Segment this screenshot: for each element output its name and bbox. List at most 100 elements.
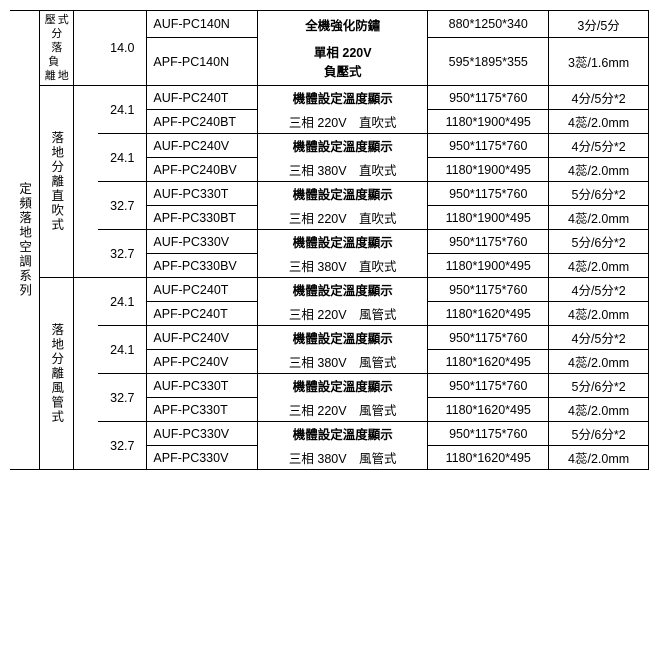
- desc-12: 機體設定溫度顯示: [258, 326, 428, 350]
- desc-17: 三相 380V 風管式: [258, 446, 428, 470]
- desc-16t: 機體設定溫度顯示: [293, 428, 393, 442]
- sub-blank-2: [74, 86, 99, 278]
- model-8: AUF-PC330V: [147, 230, 258, 254]
- model-17: APF-PC330V: [147, 446, 258, 470]
- series-label: 定頻落地空調系列: [10, 11, 40, 470]
- dims-10: 950*1175*760: [428, 278, 549, 302]
- dims-3: 1180*1900*495: [428, 110, 549, 134]
- pipe-16: 5分/6分*2: [549, 422, 649, 446]
- model-10: AUF-PC240T: [147, 278, 258, 302]
- pipe-11: 4蕊/2.0mm: [549, 302, 649, 326]
- model-6: AUF-PC330T: [147, 182, 258, 206]
- model-0: AUF-PC140N: [147, 11, 258, 38]
- pipe-0: 3分/5分: [549, 11, 649, 38]
- cap-4: 24.1: [98, 134, 147, 182]
- model-13: APF-PC240V: [147, 350, 258, 374]
- model-11: APF-PC240T: [147, 302, 258, 326]
- desc-0a: 全機強化防鏽: [258, 11, 428, 38]
- cap-6: 32.7: [98, 182, 147, 230]
- desc-11: 三相 220V 風管式: [258, 302, 428, 326]
- model-1: APF-PC140N: [147, 38, 258, 86]
- model-4: AUF-PC240V: [147, 134, 258, 158]
- cap-10: 24.1: [98, 278, 147, 326]
- pipe-3: 4蕊/2.0mm: [549, 110, 649, 134]
- desc-13: 三相 380V 風管式: [258, 350, 428, 374]
- cap-12: 24.1: [98, 326, 147, 374]
- dims-15: 1180*1620*495: [428, 398, 549, 422]
- desc-5: 三相 380V 直吹式: [258, 158, 428, 182]
- model-2: AUF-PC240T: [147, 86, 258, 110]
- dims-14: 950*1175*760: [428, 374, 549, 398]
- pipe-17: 4蕊/2.0mm: [549, 446, 649, 470]
- desc-1: 單相 220V 負壓式: [258, 38, 428, 86]
- desc-7: 三相 220V 直吹式: [258, 206, 428, 230]
- model-16: AUF-PC330V: [147, 422, 258, 446]
- pipe-14: 5分/6分*2: [549, 374, 649, 398]
- model-9: APF-PC330BV: [147, 254, 258, 278]
- cap-2: 24.1: [98, 86, 147, 134]
- spec-table: 定頻落地空調系列 壓式分落負離地 14.0 AUF-PC140N 全機強化防鏽 …: [10, 10, 649, 470]
- desc-2t: 機體設定溫度顯示: [293, 92, 393, 106]
- cap-14: 32.7: [98, 374, 147, 422]
- pipe-6: 5分/6分*2: [549, 182, 649, 206]
- cap-16: 32.7: [98, 422, 147, 470]
- pipe-13: 4蕊/2.0mm: [549, 350, 649, 374]
- dims-5: 1180*1900*495: [428, 158, 549, 182]
- desc-6t: 機體設定溫度顯示: [293, 188, 393, 202]
- dims-12: 950*1175*760: [428, 326, 549, 350]
- model-12: AUF-PC240V: [147, 326, 258, 350]
- dims-2: 950*1175*760: [428, 86, 549, 110]
- model-5: APF-PC240BV: [147, 158, 258, 182]
- pipe-12: 4分/5分*2: [549, 326, 649, 350]
- desc-16: 機體設定溫度顯示: [258, 422, 428, 446]
- dims-0: 880*1250*340: [428, 11, 549, 38]
- type-label-1: 壓式分落負離地: [40, 11, 74, 86]
- pipe-4: 4分/5分*2: [549, 134, 649, 158]
- pipe-7: 4蕊/2.0mm: [549, 206, 649, 230]
- desc-8t: 機體設定溫度顯示: [293, 236, 393, 250]
- model-15: APF-PC330T: [147, 398, 258, 422]
- dims-9: 1180*1900*495: [428, 254, 549, 278]
- dims-6: 950*1175*760: [428, 182, 549, 206]
- desc-9: 三相 380V 直吹式: [258, 254, 428, 278]
- sub-blank-3: [74, 278, 99, 470]
- desc-6: 機體設定溫度顯示: [258, 182, 428, 206]
- dims-13: 1180*1620*495: [428, 350, 549, 374]
- type-label-2: 落地分離直吹式: [40, 86, 74, 278]
- dims-7: 1180*1900*495: [428, 206, 549, 230]
- desc-8: 機體設定溫度顯示: [258, 230, 428, 254]
- pipe-9: 4蕊/2.0mm: [549, 254, 649, 278]
- dims-17: 1180*1620*495: [428, 446, 549, 470]
- desc-10t: 機體設定溫度顯示: [293, 284, 393, 298]
- pipe-8: 5分/6分*2: [549, 230, 649, 254]
- desc-4t: 機體設定溫度顯示: [293, 140, 393, 154]
- desc-12t: 機體設定溫度顯示: [293, 332, 393, 346]
- pipe-1: 3蕊/1.6mm: [549, 38, 649, 86]
- pipe-5: 4蕊/2.0mm: [549, 158, 649, 182]
- desc-1a: 單相 220V: [314, 46, 372, 60]
- cap-8: 32.7: [98, 230, 147, 278]
- sub-blank-1: [74, 11, 99, 86]
- cap-0: 14.0: [98, 11, 147, 86]
- model-14: AUF-PC330T: [147, 374, 258, 398]
- pipe-10: 4分/5分*2: [549, 278, 649, 302]
- desc-14t: 機體設定溫度顯示: [293, 380, 393, 394]
- desc-0a-text: 全機強化防鏽: [305, 19, 380, 33]
- pipe-2: 4分/5分*2: [549, 86, 649, 110]
- dims-8: 950*1175*760: [428, 230, 549, 254]
- dims-4: 950*1175*760: [428, 134, 549, 158]
- type-label-3: 落地分離風管式: [40, 278, 74, 470]
- desc-10: 機體設定溫度顯示: [258, 278, 428, 302]
- desc-14: 機體設定溫度顯示: [258, 374, 428, 398]
- desc-3: 三相 220V 直吹式: [258, 110, 428, 134]
- desc-2: 機體設定溫度顯示: [258, 86, 428, 110]
- dims-1: 595*1895*355: [428, 38, 549, 86]
- dims-11: 1180*1620*495: [428, 302, 549, 326]
- dims-16: 950*1175*760: [428, 422, 549, 446]
- desc-15: 三相 220V 風管式: [258, 398, 428, 422]
- desc-1b: 負壓式: [324, 65, 362, 79]
- desc-4: 機體設定溫度顯示: [258, 134, 428, 158]
- pipe-15: 4蕊/2.0mm: [549, 398, 649, 422]
- model-7: APF-PC330BT: [147, 206, 258, 230]
- model-3: APF-PC240BT: [147, 110, 258, 134]
